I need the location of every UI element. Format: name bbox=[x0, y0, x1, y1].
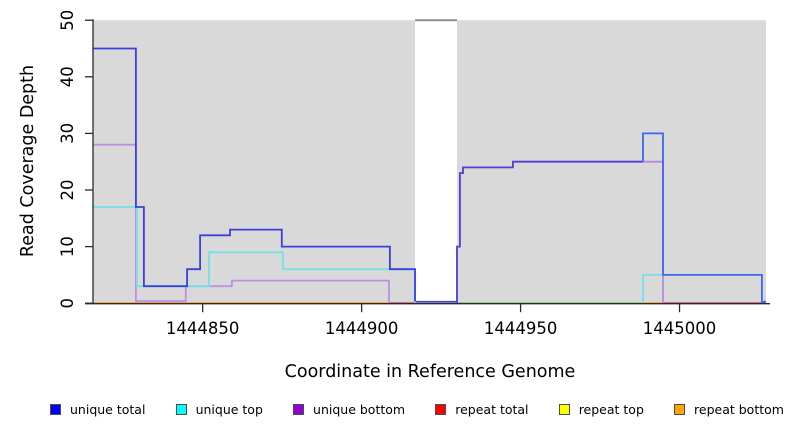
legend: unique total unique top unique bottom repea… bbox=[0, 397, 792, 421]
y-tick-label: 10 bbox=[58, 236, 77, 257]
legend-swatch bbox=[674, 403, 686, 415]
x-tick-label: 1445000 bbox=[643, 319, 717, 338]
legend-label: unique bottom bbox=[313, 401, 406, 417]
x-axis-title: Coordinate in Reference Genome bbox=[285, 362, 576, 382]
legend-item-repeat-bottom: repeat bottom bbox=[674, 402, 784, 417]
legend-item-repeat-top: repeat top bbox=[558, 401, 644, 417]
legend-swatch bbox=[558, 403, 570, 415]
series-segment-unique-top-right bbox=[642, 273, 663, 304]
legend-swatch bbox=[175, 403, 187, 415]
y-tick-label: 20 bbox=[58, 180, 77, 201]
axes bbox=[85, 19, 770, 313]
legend-label: unique top bbox=[195, 401, 263, 417]
legend-swatch bbox=[50, 403, 61, 415]
x-tick-label: 1444850 bbox=[166, 319, 240, 338]
tick-labels: 1444850 1444900 1444950 1445000 0 10 20 30 40 50 bbox=[58, 10, 716, 338]
plot-panels bbox=[93, 19, 766, 304]
legend-label: unique total bbox=[70, 401, 146, 417]
y-tick-label: 0 bbox=[58, 298, 77, 309]
legend-label: repeat total bbox=[455, 401, 529, 417]
legend-swatch bbox=[293, 403, 305, 415]
legend-item-unique-bottom: unique bottom bbox=[293, 402, 405, 417]
legend-swatch bbox=[435, 403, 447, 415]
legend-item-unique-top: unique top bbox=[175, 401, 263, 417]
legend-item-unique-total: unique total bbox=[50, 402, 145, 417]
y-axis-title: Read Coverage Depth bbox=[18, 65, 38, 257]
series-segment-unique-total-right bbox=[642, 132, 766, 303]
y-tick-label: 40 bbox=[58, 66, 77, 87]
legend-item-repeat-total: repeat total bbox=[435, 401, 529, 417]
y-tick-label: 30 bbox=[58, 123, 77, 144]
legend-label: repeat bottom bbox=[694, 401, 784, 417]
panel-rect bbox=[93, 20, 416, 304]
x-tick-label: 1444900 bbox=[325, 319, 399, 338]
x-tick-label: 1444950 bbox=[484, 319, 558, 338]
legend-label: repeat top bbox=[578, 401, 644, 417]
series-segment-unique-total-left bbox=[93, 47, 416, 302]
series-segment-total-bottom-overlap-right bbox=[456, 160, 643, 304]
y-tick-label: 50 bbox=[58, 10, 77, 31]
series-segment-unique-top-left bbox=[93, 206, 416, 304]
